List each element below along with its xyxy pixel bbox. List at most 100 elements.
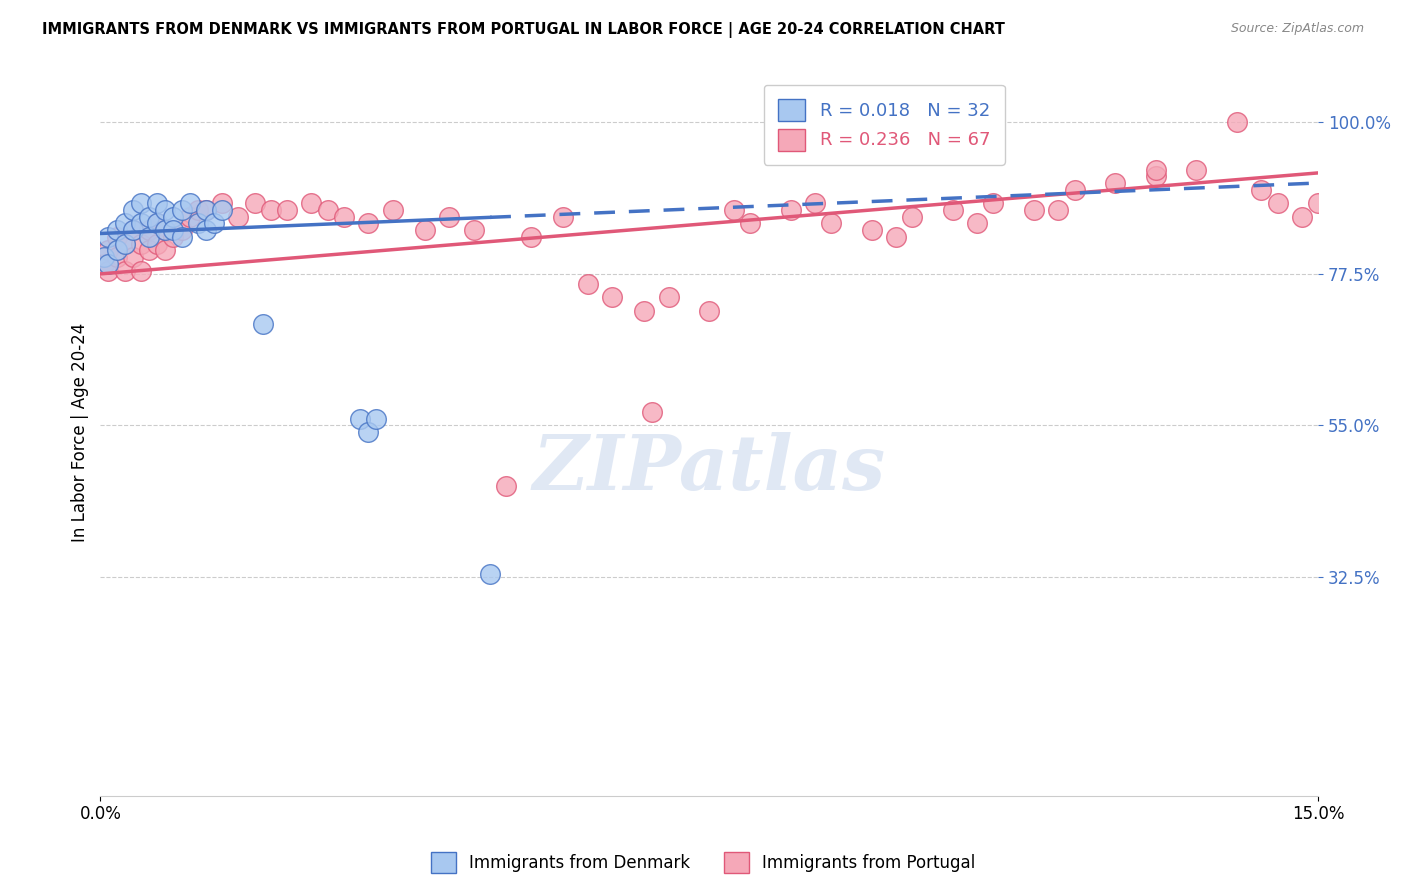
Point	[1104, 176, 1126, 190]
Point	[93, 250, 115, 264]
Point	[121, 250, 143, 264]
Point	[413, 223, 436, 237]
Point	[187, 216, 209, 230]
Point	[884, 230, 907, 244]
Point	[114, 236, 136, 251]
Point	[553, 210, 575, 224]
Point	[243, 196, 266, 211]
Point	[138, 244, 160, 258]
Y-axis label: In Labor Force | Age 20-24: In Labor Force | Age 20-24	[72, 323, 89, 541]
Point	[1308, 196, 1330, 211]
Point	[697, 304, 720, 318]
Point	[658, 290, 681, 304]
Point	[194, 202, 217, 217]
Point	[860, 223, 883, 237]
Point	[179, 196, 201, 211]
Point	[114, 236, 136, 251]
Point	[1250, 183, 1272, 197]
Point	[357, 216, 380, 230]
Point	[162, 210, 184, 224]
Point	[162, 223, 184, 237]
Point	[211, 196, 233, 211]
Point	[1022, 202, 1045, 217]
Point	[138, 230, 160, 244]
Point	[202, 216, 225, 230]
Point	[600, 290, 623, 304]
Point	[97, 230, 120, 244]
Point	[495, 479, 517, 493]
Point	[97, 244, 120, 258]
Point	[105, 250, 128, 264]
Point	[194, 223, 217, 237]
Point	[138, 223, 160, 237]
Text: ZIPatlas: ZIPatlas	[533, 432, 886, 506]
Point	[146, 216, 169, 230]
Point	[333, 210, 356, 224]
Point	[966, 216, 988, 230]
Point	[155, 223, 177, 237]
Point	[1063, 183, 1085, 197]
Point	[633, 304, 655, 318]
Point	[942, 202, 965, 217]
Point	[155, 244, 177, 258]
Point	[129, 236, 152, 251]
Point	[138, 210, 160, 224]
Point	[155, 223, 177, 237]
Point	[129, 263, 152, 277]
Point	[357, 425, 380, 439]
Point	[349, 411, 371, 425]
Point	[252, 318, 274, 332]
Point	[1144, 169, 1167, 184]
Point	[1144, 162, 1167, 177]
Point	[121, 223, 143, 237]
Point	[105, 223, 128, 237]
Point	[901, 210, 924, 224]
Point	[121, 202, 143, 217]
Point	[121, 223, 143, 237]
Point	[439, 210, 461, 224]
Legend: R = 0.018   N = 32, R = 0.236   N = 67: R = 0.018 N = 32, R = 0.236 N = 67	[763, 85, 1005, 165]
Point	[723, 202, 745, 217]
Point	[228, 210, 250, 224]
Point	[738, 216, 761, 230]
Legend: Immigrants from Denmark, Immigrants from Portugal: Immigrants from Denmark, Immigrants from…	[425, 846, 981, 880]
Point	[170, 230, 193, 244]
Point	[170, 202, 193, 217]
Point	[381, 202, 404, 217]
Point	[576, 277, 599, 291]
Point	[479, 566, 502, 581]
Point	[146, 236, 169, 251]
Point	[1267, 196, 1289, 211]
Point	[983, 196, 1005, 211]
Point	[260, 202, 283, 217]
Point	[97, 257, 120, 271]
Point	[211, 202, 233, 217]
Point	[93, 257, 115, 271]
Point	[114, 263, 136, 277]
Point	[641, 405, 664, 419]
Text: Source: ZipAtlas.com: Source: ZipAtlas.com	[1230, 22, 1364, 36]
Point	[779, 202, 801, 217]
Point	[276, 202, 298, 217]
Point	[1047, 202, 1070, 217]
Point	[301, 196, 323, 211]
Point	[146, 196, 169, 211]
Point	[316, 202, 339, 217]
Point	[366, 411, 388, 425]
Point	[519, 230, 541, 244]
Point	[129, 196, 152, 211]
Text: IMMIGRANTS FROM DENMARK VS IMMIGRANTS FROM PORTUGAL IN LABOR FORCE | AGE 20-24 C: IMMIGRANTS FROM DENMARK VS IMMIGRANTS FR…	[42, 22, 1005, 38]
Point	[1185, 162, 1208, 177]
Point	[187, 202, 209, 217]
Point	[179, 210, 201, 224]
Point	[105, 244, 128, 258]
Point	[804, 196, 827, 211]
Point	[194, 202, 217, 217]
Point	[1226, 115, 1249, 129]
Point	[105, 230, 128, 244]
Point	[155, 202, 177, 217]
Point	[820, 216, 842, 230]
Point	[97, 263, 120, 277]
Point	[146, 216, 169, 230]
Point	[170, 223, 193, 237]
